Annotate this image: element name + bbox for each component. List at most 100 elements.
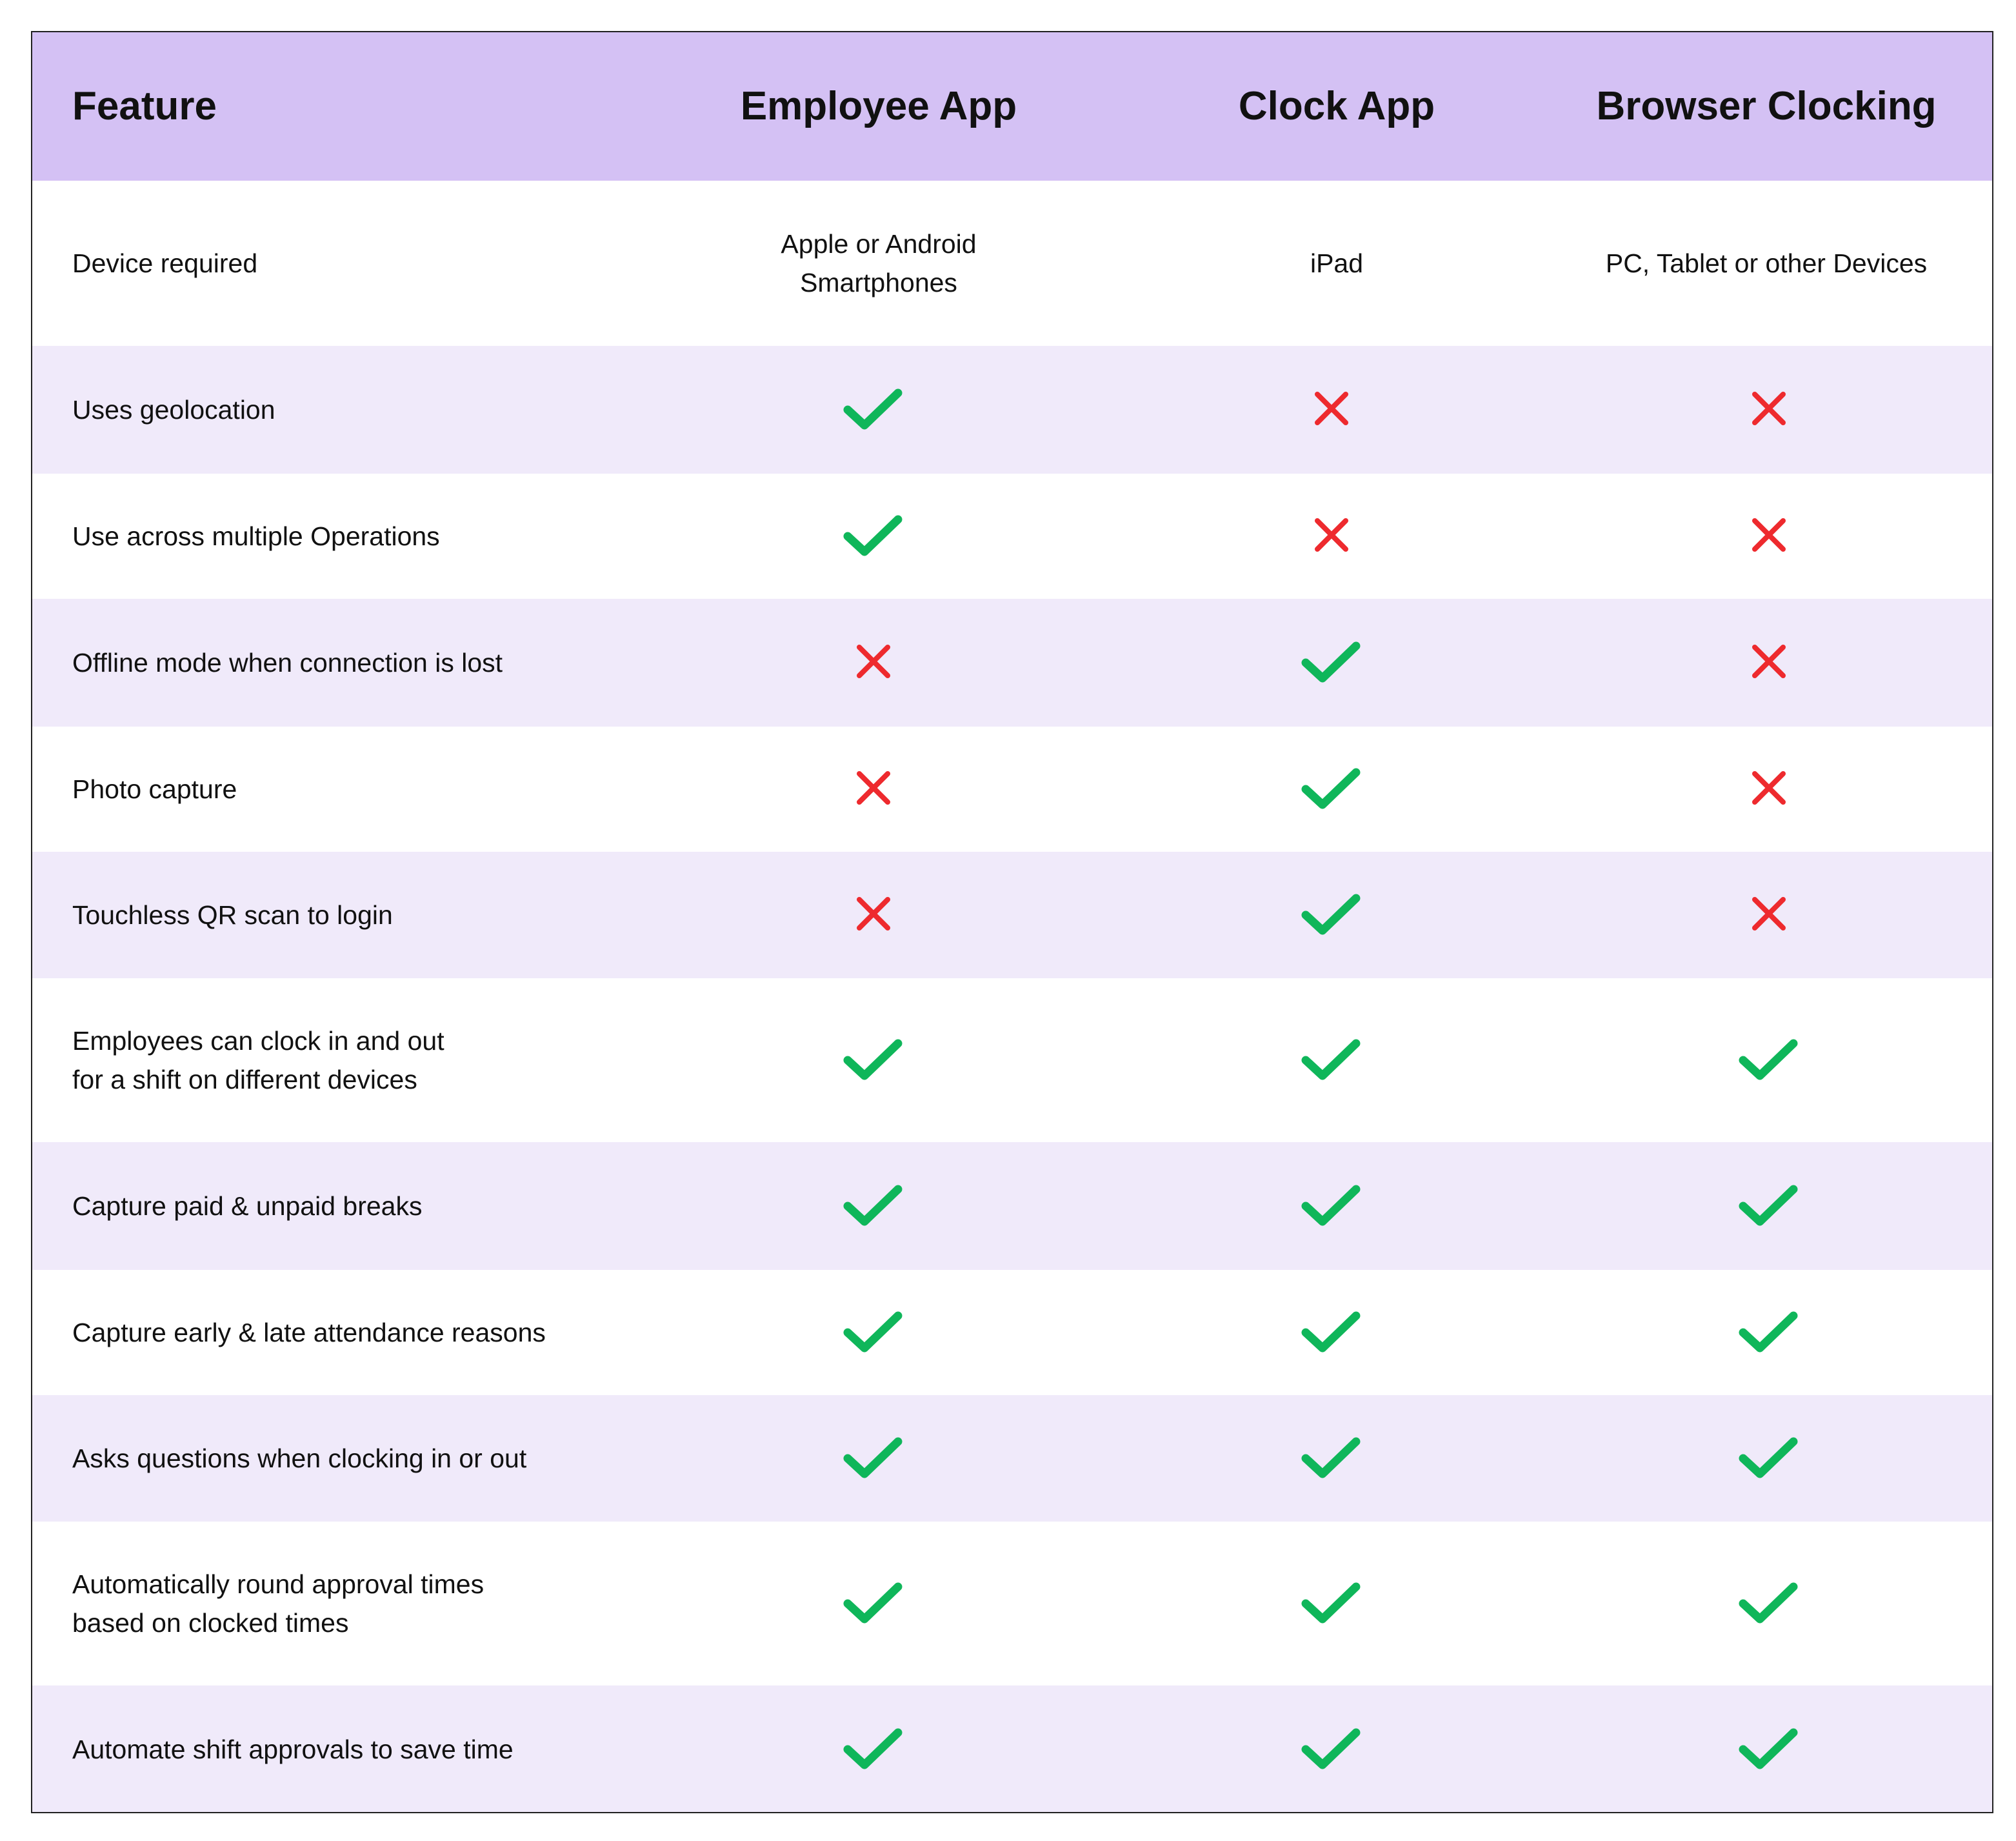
table-cell: iPad bbox=[1310, 248, 1364, 278]
table-cell bbox=[1476, 1522, 1992, 1685]
table-row: Uses geolocation bbox=[32, 346, 1992, 474]
table-cell bbox=[1476, 1395, 1992, 1522]
comparison-table: Feature Employee App Clock App Browser Cloc… bbox=[31, 31, 1993, 1813]
check-icon bbox=[843, 515, 903, 556]
table-cell bbox=[1476, 1142, 1992, 1270]
table-cell bbox=[588, 1142, 1169, 1270]
cross-icon bbox=[857, 897, 890, 931]
table-cell: Clock App bbox=[1238, 84, 1435, 128]
table-row: Use across multiple Operations bbox=[32, 474, 1992, 599]
table-cell bbox=[1046, 727, 1627, 852]
table-cell bbox=[588, 1395, 1169, 1522]
check-icon bbox=[1301, 1039, 1361, 1080]
table-cell bbox=[1046, 1142, 1627, 1270]
table-row: Device required Apple or Android Smartpho… bbox=[32, 181, 1992, 346]
check-icon bbox=[843, 1728, 903, 1769]
table-cell bbox=[1476, 978, 1992, 1142]
table-row: Photo capture bbox=[32, 727, 1992, 852]
table-cell bbox=[1476, 346, 1992, 474]
cross-icon bbox=[1752, 897, 1786, 931]
check-icon bbox=[843, 388, 903, 430]
check-icon bbox=[1739, 1311, 1798, 1353]
table-row: Touchless QR scan to login bbox=[32, 852, 1992, 978]
table-cell: Photo capture bbox=[72, 774, 237, 804]
table-cell bbox=[1046, 474, 1627, 599]
check-icon bbox=[1739, 1185, 1798, 1226]
table-cell bbox=[1476, 599, 1992, 727]
table-row: Automatically round approval times based… bbox=[32, 1522, 1992, 1685]
table-cell: Device required bbox=[72, 248, 258, 278]
check-icon bbox=[843, 1039, 903, 1080]
table-cell bbox=[1046, 852, 1627, 978]
check-icon bbox=[1301, 1437, 1361, 1478]
table-cell: Employees can clock in and out for a shi… bbox=[72, 1026, 444, 1094]
check-icon bbox=[843, 1437, 903, 1478]
table-cell: Automatically round approval times based… bbox=[72, 1569, 484, 1638]
table-cell: PC, Tablet or other Devices bbox=[1605, 248, 1928, 278]
check-icon bbox=[1739, 1437, 1798, 1478]
table-cell bbox=[588, 1522, 1169, 1685]
cross-icon bbox=[1752, 518, 1786, 552]
cross-icon bbox=[1752, 771, 1786, 805]
cross-icon bbox=[857, 771, 890, 805]
table-cell bbox=[1476, 1685, 1992, 1812]
table-cell bbox=[1046, 978, 1627, 1142]
table-cell bbox=[1476, 727, 1992, 852]
table-cell: Uses geolocation bbox=[72, 395, 275, 425]
cross-icon bbox=[857, 645, 890, 678]
table-cell: Feature bbox=[72, 84, 217, 128]
table-row: Employees can clock in and out for a shi… bbox=[32, 978, 1992, 1142]
table-cell bbox=[1046, 1270, 1627, 1395]
check-icon bbox=[1301, 894, 1361, 935]
cross-icon bbox=[1752, 392, 1786, 425]
table-row: Offline mode when connection is lost bbox=[32, 599, 1992, 727]
table-cell bbox=[1476, 474, 1992, 599]
check-icon bbox=[1301, 641, 1361, 683]
table-cell bbox=[588, 346, 1169, 474]
check-icon bbox=[843, 1185, 903, 1226]
table-cell: Offline mode when connection is lost bbox=[72, 648, 503, 678]
table-cell bbox=[1476, 1270, 1992, 1395]
check-icon bbox=[1301, 1311, 1361, 1353]
cross-icon bbox=[1752, 645, 1786, 678]
table-row: Capture early & late attendance reasons bbox=[32, 1270, 1992, 1395]
table-cell bbox=[1046, 1522, 1627, 1685]
table-cell: Asks questions when clocking in or out bbox=[72, 1444, 527, 1473]
table-cell: Browser Clocking bbox=[1596, 84, 1937, 128]
table-cell: Apple or Android Smartphones bbox=[781, 229, 977, 297]
table-row: Capture paid & unpaid breaks bbox=[32, 1142, 1992, 1270]
check-icon bbox=[1301, 1728, 1361, 1769]
cross-icon bbox=[1315, 518, 1348, 552]
table-cell bbox=[588, 727, 1169, 852]
table-cell bbox=[1476, 852, 1992, 978]
table-cell bbox=[588, 978, 1169, 1142]
table-row: Asks questions when clocking in or out bbox=[32, 1395, 1992, 1522]
table-cell bbox=[588, 852, 1169, 978]
table-cell: Touchless QR scan to login bbox=[72, 900, 393, 930]
check-icon bbox=[1301, 768, 1361, 809]
table-cell bbox=[1046, 1395, 1627, 1522]
table-row: Automate shift approvals to save time bbox=[32, 1685, 1992, 1812]
table-cell bbox=[588, 599, 1169, 727]
table-cell bbox=[588, 1685, 1169, 1812]
check-icon bbox=[1739, 1728, 1798, 1769]
table-cell: Automate shift approvals to save time bbox=[72, 1735, 514, 1764]
check-icon bbox=[1301, 1582, 1361, 1624]
check-icon bbox=[1739, 1582, 1798, 1624]
table-cell bbox=[1046, 599, 1627, 727]
check-icon bbox=[843, 1582, 903, 1624]
table-cell: Capture paid & unpaid breaks bbox=[72, 1191, 423, 1221]
cross-icon bbox=[1315, 392, 1348, 425]
table-cell bbox=[1046, 1685, 1627, 1812]
check-icon bbox=[843, 1311, 903, 1353]
table-cell bbox=[588, 474, 1169, 599]
table-cell: Capture early & late attendance reasons bbox=[72, 1318, 546, 1347]
table-cell: Use across multiple Operations bbox=[72, 521, 440, 551]
check-icon bbox=[1739, 1039, 1798, 1080]
table-cell: Employee App bbox=[740, 84, 1017, 128]
check-icon bbox=[1301, 1185, 1361, 1226]
table-cell bbox=[1046, 346, 1627, 474]
header-row: Feature Employee App Clock App Browser Cloc… bbox=[32, 32, 1992, 181]
table-cell bbox=[588, 1270, 1169, 1395]
